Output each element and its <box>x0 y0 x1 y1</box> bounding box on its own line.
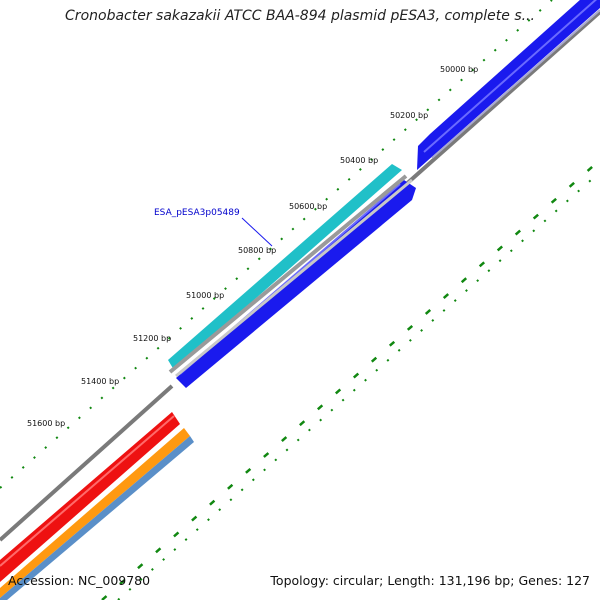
orange-feature[interactable] <box>0 428 190 598</box>
forward-cds-large-highlight <box>423 0 597 153</box>
topology-label: Topology: <box>270 573 329 588</box>
red-feature[interactable] <box>0 412 180 582</box>
inner-tick-marks <box>101 159 600 600</box>
length-value: 131,196 bp; <box>438 573 515 588</box>
reverse-cds-gene-shadow2 <box>175 178 413 378</box>
accession-value: NC_009780 <box>78 573 151 588</box>
tick-label-51000-bp: 51000 bp <box>186 291 224 300</box>
gene-label-leader <box>241 217 273 247</box>
forward-cds-large[interactable] <box>417 0 600 170</box>
map-title: Cronobacter sakazakii ATCC BAA-894 plasm… <box>65 8 535 24</box>
tick-label-50000-bp: 50000 bp <box>440 65 478 74</box>
tick-label-50600-bp: 50600 bp <box>289 202 327 211</box>
accession-info: Accession: NC_009780 <box>8 573 150 588</box>
red-feature-highlight <box>0 415 175 567</box>
length-label: Length: <box>387 573 435 588</box>
reverse-cds-gene[interactable] <box>168 164 402 370</box>
accession-label: Accession: <box>8 573 75 588</box>
tick-label-51200-bp: 51200 bp <box>133 334 171 343</box>
gene-label-esa-pesa3p05489[interactable]: ESA_pESA3p05489 <box>154 208 240 218</box>
forward-cds-gene[interactable] <box>176 180 416 388</box>
tick-labels: 50000 bp 50200 bp 50400 bp 50600 bp 50800 bp… <box>27 65 478 428</box>
forward-cds-large-shadow <box>431 9 600 159</box>
tick-label-50800-bp: 50800 bp <box>238 246 276 255</box>
topology-value: circular; <box>332 573 384 588</box>
tick-label-51400-bp: 51400 bp <box>81 377 119 386</box>
tick-label-51600-bp: 51600 bp <box>27 419 65 428</box>
steelblue-feature[interactable] <box>0 436 194 600</box>
genome-summary: Topology: circular; Length: 131,196 bp; … <box>270 573 590 588</box>
genes-label: Genes: <box>518 573 563 588</box>
genes-value: 127 <box>566 573 590 588</box>
tick-label-50200-bp: 50200 bp <box>390 111 428 120</box>
tick-label-50400-bp: 50400 bp <box>340 156 378 165</box>
reverse-cds-gene-shadow <box>168 174 408 374</box>
backbone-upper <box>0 384 174 542</box>
